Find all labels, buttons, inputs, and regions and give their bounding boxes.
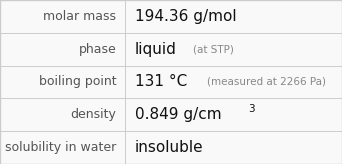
Text: 0.849 g/cm: 0.849 g/cm	[135, 107, 222, 122]
Text: 194.36 g/mol: 194.36 g/mol	[135, 9, 237, 24]
Text: density: density	[70, 108, 116, 121]
Text: insoluble: insoluble	[135, 140, 204, 155]
Text: solubility in water: solubility in water	[5, 141, 116, 154]
Text: liquid: liquid	[135, 42, 177, 57]
Text: 131 °C: 131 °C	[135, 74, 187, 90]
Text: 3: 3	[249, 104, 255, 114]
Text: (at STP): (at STP)	[193, 44, 234, 54]
Text: (measured at 2266 Pa): (measured at 2266 Pa)	[207, 77, 326, 87]
Text: boiling point: boiling point	[39, 75, 116, 89]
Text: molar mass: molar mass	[43, 10, 116, 23]
Text: phase: phase	[79, 43, 116, 56]
